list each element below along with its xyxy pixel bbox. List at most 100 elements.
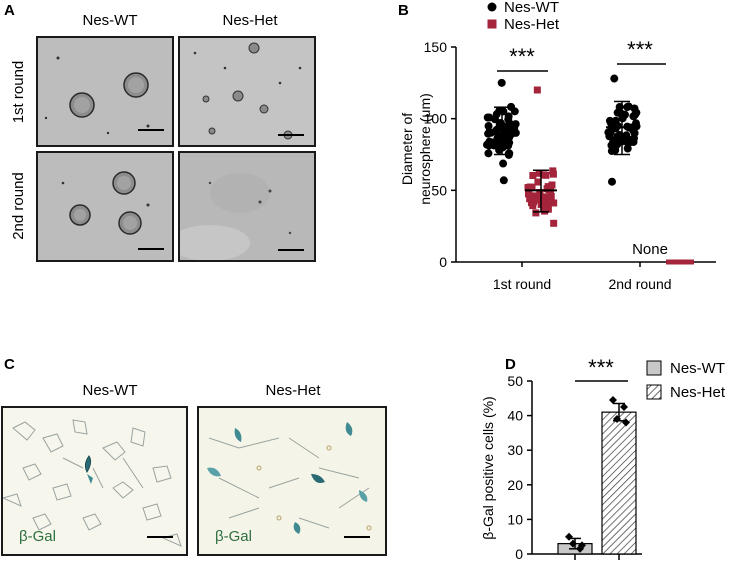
legend-label-nes-het: Nes-Het <box>504 16 560 33</box>
scatter-point-nes-het <box>534 178 542 186</box>
scatter-point-nes-wt <box>629 137 638 146</box>
scatter-point-nes-wt <box>630 104 639 113</box>
legend-swatch-nes-wt <box>646 360 662 376</box>
scatter-point-nes-wt <box>629 126 638 135</box>
legend-marker-nes-wt <box>487 2 497 12</box>
scatter-point-nes-wt <box>497 78 506 87</box>
scatter-point-nes-het <box>549 167 557 175</box>
panel-a-col-label-het: Nes-Het <box>222 12 278 29</box>
legend-swatch-nes-het <box>646 384 662 400</box>
micrograph-wt-2nd-svg <box>61 171 150 235</box>
scatter-point-nes-wt <box>484 121 493 130</box>
stain-label-wt: β-Gal <box>19 528 56 545</box>
scatter-point-nes-wt <box>495 146 504 155</box>
scatter-point-nes-wt <box>622 131 631 140</box>
scatter-point-nes-wt <box>485 113 494 122</box>
panel-a-letter: A <box>4 2 15 19</box>
scatter-point-nes-wt <box>498 122 507 131</box>
legend-label-nes-wt: Nes-WT <box>504 0 559 16</box>
scatter-point-nes-het <box>540 171 548 179</box>
scatter-point-nes-het <box>540 193 548 201</box>
scatter-point-nes-wt <box>484 129 493 138</box>
legend-marker-nes-het <box>487 19 497 29</box>
significance-stars: *** <box>588 358 614 380</box>
y-tick-label: 0 <box>439 254 447 270</box>
y-tick-label: 100 <box>424 111 448 127</box>
y-tick-label: 40 <box>507 408 523 424</box>
data-point <box>569 539 577 548</box>
scale-bar <box>138 248 164 250</box>
significance-stars-1st: *** <box>509 44 535 69</box>
scale-bar <box>278 249 304 251</box>
scatter-point-nes-wt <box>621 110 630 119</box>
panel-c-col-label-het: Nes-Het <box>265 382 321 399</box>
y-tick-label: 50 <box>431 182 447 198</box>
scatter-point-nes-wt <box>604 128 613 137</box>
stain-label-het: β-Gal <box>215 528 252 545</box>
panel-a-col-label-wt: Nes-WT <box>82 12 138 29</box>
panel-d-letter: D <box>505 356 516 373</box>
data-point <box>578 541 586 550</box>
scatter-point-nes-wt <box>504 115 513 124</box>
data-point <box>620 402 628 411</box>
scatter-point-nes-wt <box>493 134 502 143</box>
scatter-point-nes-het <box>525 184 533 192</box>
legend-label-nes-wt: Nes-WT <box>670 360 725 377</box>
scatter-point-nes-het <box>536 188 544 196</box>
y-axis-label: β-Gal positive cells (%) <box>480 396 496 539</box>
micrograph-bgal-wt-svg <box>3 419 182 547</box>
panel-a-row-label-2nd: 2nd round <box>10 172 27 240</box>
panel-b-letter: B <box>398 2 409 19</box>
scatter-point-nes-het <box>536 192 544 200</box>
scatter-point-nes-het <box>529 202 537 210</box>
panel-c-col-label-wt: Nes-WT <box>82 382 138 399</box>
y-axis-label-line-2: neurosphere (μm) <box>417 93 433 205</box>
scale-bar <box>278 134 304 136</box>
scatter-point-nes-het <box>533 86 541 94</box>
data-point <box>565 532 573 541</box>
micrograph-bgal-wt: β-Gal <box>1 406 188 556</box>
scatter-point-nes-het <box>532 209 540 217</box>
scatter-point-nes-wt <box>507 102 516 111</box>
micrograph-het-2nd-svg <box>180 173 292 260</box>
scatter-point-nes-wt <box>611 124 620 133</box>
none-annotation: None <box>632 241 668 258</box>
panel-a-row-label-1st: 1st round <box>10 60 27 124</box>
data-point <box>622 418 630 427</box>
scatter-point-nes-wt <box>629 112 638 121</box>
scatter-point-nes-het <box>550 199 558 207</box>
micrograph-bgal-het: β-Gal <box>197 406 387 556</box>
scatter-point-nes-wt <box>623 144 632 153</box>
x-tick-label: 1st round <box>493 276 551 292</box>
y-tick-label: 150 <box>424 39 448 55</box>
scatter-point-nes-het <box>524 190 532 198</box>
micrograph-wt-1st-svg <box>44 56 150 135</box>
scatter-point-nes-het <box>530 198 538 206</box>
scatter-point-nes-wt <box>501 135 510 144</box>
scatter-point-nes-wt <box>631 119 640 128</box>
scatter-point-nes-wt <box>607 177 616 186</box>
micrograph-het-1st-round <box>178 36 316 147</box>
micrograph-het-1st-svg <box>193 42 302 140</box>
y-tick-label: 0 <box>515 546 523 562</box>
significance-stars-2nd: *** <box>627 37 653 62</box>
scatter-point-nes-wt <box>484 149 493 158</box>
scale-bar <box>344 536 370 538</box>
y-tick-label: 10 <box>507 511 523 527</box>
scatter-point-nes-wt <box>499 176 508 185</box>
scatter-point-nes-wt <box>623 103 632 112</box>
data-point <box>609 396 617 405</box>
bar-chart-bgal-positive-cells: 0 10 20 30 40 50 β-Gal positive cells (%) ***… <box>480 358 726 562</box>
scatter-point-nes-het <box>529 171 537 179</box>
scatter-point-nes-het <box>547 195 555 203</box>
scatter-point-nes-wt <box>607 141 616 150</box>
micrograph-wt-2nd-round <box>36 151 174 262</box>
scatter-point-nes-het <box>529 192 537 200</box>
scatter-point-nes-wt <box>499 159 508 168</box>
scatter-point-nes-het <box>550 219 558 227</box>
scale-bar <box>138 129 164 131</box>
scatter-point-nes-wt <box>487 138 496 147</box>
scatter-point-nes-het <box>544 205 552 213</box>
y-tick-label: 20 <box>507 477 523 493</box>
